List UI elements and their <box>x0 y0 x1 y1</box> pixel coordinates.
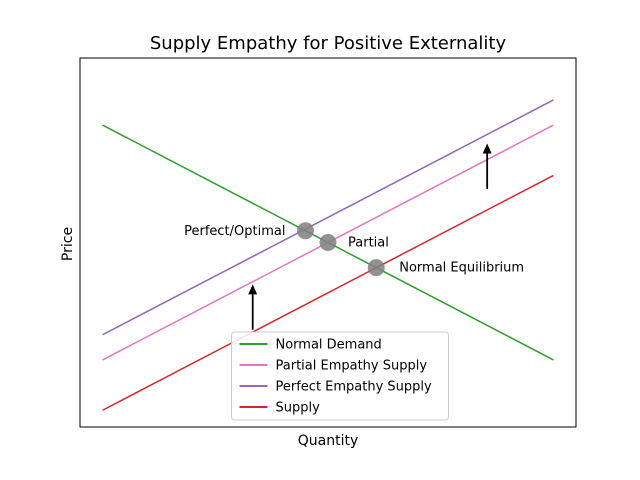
legend-label-supply: Supply <box>276 401 321 416</box>
legend-box <box>231 331 449 421</box>
axes-frame <box>79 57 577 428</box>
x-axis-label: Quantity <box>298 433 359 449</box>
legend-label-partial-empathy-supply: Partial Empathy Supply <box>276 359 428 374</box>
point-label-perfect-optimal: Perfect/Optimal <box>184 224 285 239</box>
legend: Normal Demand Partial Empathy Supply Perfe… <box>231 331 449 421</box>
shift-arrow-head-1 <box>248 284 258 295</box>
equilibrium-point-perfect-optimal <box>296 222 314 240</box>
equilibrium-point-normal-equilibrium <box>367 259 385 277</box>
legend-label-normal-demand: Normal Demand <box>276 338 382 353</box>
point-label-partial: Partial <box>348 236 389 251</box>
shift-arrow-head-2 <box>482 143 492 154</box>
equilibrium-point-partial <box>319 234 337 251</box>
plot-area: Perfect/Optimal Partial Normal Equilibrium <box>102 99 554 411</box>
series-line-perfect-empathy-supply <box>102 99 554 336</box>
y-axis-label: Price <box>60 227 76 261</box>
series-line-supply <box>102 174 554 411</box>
chart-title: Supply Empathy for Positive Externality <box>150 33 507 54</box>
legend-label-perfect-empathy-supply: Perfect Empathy Supply <box>276 380 433 395</box>
point-label-normal-equilibrium: Normal Equilibrium <box>399 261 524 276</box>
